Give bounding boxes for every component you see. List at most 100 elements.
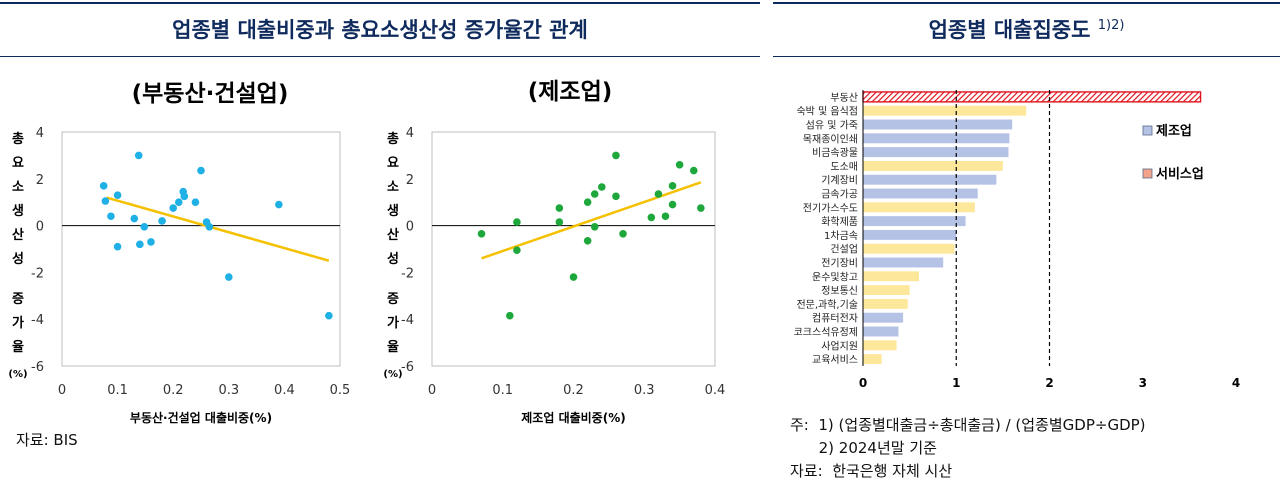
y-tick-label: -6	[401, 360, 414, 375]
x-tick-label: 0.3	[218, 383, 239, 398]
y-axis-label-char: 증	[387, 292, 399, 307]
y-tick-label: 0	[406, 220, 414, 235]
data-point	[590, 222, 599, 231]
data-point	[174, 198, 183, 206]
bar	[863, 271, 919, 282]
data-point	[569, 273, 578, 281]
y-axis-label-char: 성	[12, 252, 24, 267]
y-axis-label-char: 성	[387, 252, 399, 267]
data-point	[513, 218, 521, 226]
y-axis-label-char: 생	[387, 204, 399, 219]
data-point	[555, 218, 564, 226]
plot-frame	[431, 131, 716, 367]
bar	[863, 147, 1009, 158]
right-panel-title-text: 업종별 대출집중도	[928, 18, 1091, 42]
note-1: 주: 1) (업종별대출금÷총대출금) / (업종별GDP÷GDP)	[790, 416, 1146, 434]
y-tick-label: -2	[401, 266, 414, 281]
y-axis-unit: (%)	[383, 369, 402, 380]
bar	[863, 257, 944, 268]
y-tick-label: -4	[401, 313, 414, 328]
y-tick-label: 4	[406, 126, 414, 141]
right-panel-title: 업종별 대출집중도 1)2)	[773, 14, 1280, 44]
scatter1-title: (부동산·건설업)	[131, 81, 289, 107]
right-panel-title-sup: 1)2)	[1097, 18, 1125, 33]
legend-swatch	[1142, 125, 1153, 136]
x-tick-label: 0	[428, 383, 436, 398]
category-label: 목재종이인쇄	[803, 133, 858, 145]
bar	[863, 312, 904, 323]
data-point	[654, 190, 663, 198]
left-panel-title: 업종별 대출비중과 총요소생산성 증가율간 관계	[172, 18, 588, 42]
plot-frame	[61, 131, 341, 367]
left-top-rule	[0, 2, 760, 4]
y-axis-label-char: 요	[12, 156, 24, 171]
y-axis-label-char: 총	[12, 131, 24, 147]
trend-line	[481, 181, 702, 260]
data-point	[583, 237, 592, 245]
legend-swatch	[1142, 168, 1153, 179]
data-point	[134, 151, 143, 160]
bar	[863, 160, 1003, 171]
data-point	[136, 240, 144, 249]
scatter2-title: (제조업)	[527, 79, 613, 105]
legend-label: 제조업	[1156, 124, 1192, 139]
data-point	[197, 166, 205, 175]
data-point	[140, 222, 149, 231]
data-point	[619, 229, 627, 238]
data-point	[477, 229, 486, 238]
data-point	[205, 222, 214, 231]
bar	[862, 91, 1202, 103]
y-axis-label-char: 소	[12, 180, 24, 195]
data-point	[689, 166, 698, 175]
category-label: 부동산	[830, 92, 858, 104]
data-point	[675, 160, 684, 169]
trend-line	[106, 196, 330, 262]
data-point	[697, 204, 705, 212]
category-label: 운수및창고	[812, 271, 858, 283]
category-label: 사업지원	[821, 339, 858, 352]
y-axis-label-char: 소	[387, 180, 399, 195]
category-label: 전기장비	[821, 258, 858, 270]
bar	[863, 285, 910, 296]
y-tick-label: 2	[406, 173, 414, 188]
data-point	[107, 212, 115, 221]
y-axis-label-char: 산	[387, 227, 399, 243]
x-tick-label: 2	[1045, 376, 1053, 390]
data-point	[513, 246, 521, 254]
y-tick-label: 2	[36, 173, 44, 188]
data-point	[661, 212, 670, 221]
data-point	[225, 273, 233, 281]
y-axis-label-char: 생	[12, 204, 24, 219]
y-axis-label-char: 총	[387, 131, 399, 147]
category-label: 컴퓨터전자	[812, 313, 858, 325]
data-point	[612, 192, 620, 201]
x-tick-label: 0.2	[563, 383, 584, 398]
x-axis-label: 제조업 대출비중(%)	[521, 410, 625, 425]
data-point	[668, 200, 677, 209]
data-point	[147, 238, 155, 246]
data-point	[506, 311, 514, 320]
bar	[863, 340, 897, 351]
y-tick-label: -4	[31, 313, 44, 328]
data-point	[598, 183, 606, 191]
bar	[863, 298, 908, 309]
x-axis-label: 부동산·건설업 대출비중(%)	[130, 410, 272, 425]
x-tick-label: 0.5	[330, 383, 351, 398]
bar	[863, 188, 978, 199]
y-tick-label: 4	[36, 126, 44, 141]
data-point	[101, 197, 110, 205]
x-tick-label: 4	[1232, 376, 1240, 390]
bar	[863, 243, 955, 254]
x-tick-label: 0.1	[492, 383, 513, 398]
x-tick-label: 0.3	[634, 383, 655, 398]
y-axis-label-char: 요	[387, 156, 399, 171]
data-point	[130, 214, 139, 223]
bar	[863, 229, 957, 240]
category-label: 전기가스수도	[803, 202, 858, 214]
y-axis-label-char: 율	[387, 339, 399, 355]
bar	[863, 105, 1027, 116]
right-title-rule	[773, 56, 1280, 57]
category-label: 금속가공	[821, 189, 858, 201]
